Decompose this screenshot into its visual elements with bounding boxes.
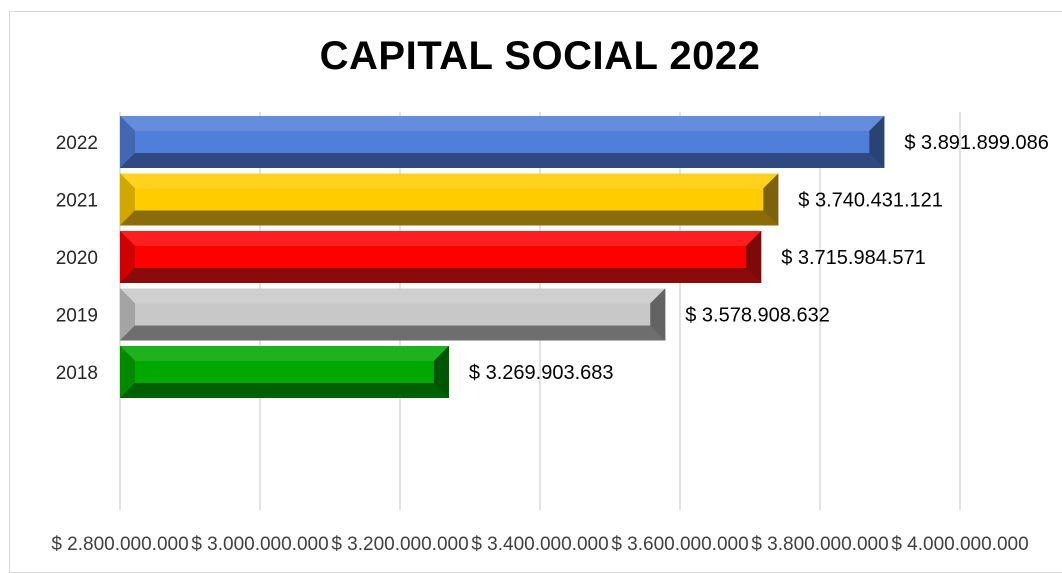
bar-bevel-top (120, 231, 762, 246)
bar-bevel-left (120, 288, 135, 341)
y-category-label: 2021 (56, 191, 98, 212)
x-tick-label: $ 4.000.000.000 (891, 534, 1028, 555)
bar-bevel-bottom (120, 325, 666, 341)
bar-bevel-right (763, 173, 779, 226)
bar-value-label: $ 3.578.908.632 (685, 305, 830, 327)
x-tick-label: $ 3.600.000.000 (611, 534, 748, 555)
x-tick-label: $ 3.400.000.000 (471, 534, 608, 555)
bar-face (135, 246, 747, 268)
bar-bevel-right (650, 288, 666, 341)
x-tick-label: $ 3.000.000.000 (191, 534, 328, 555)
bar-bevel-right (746, 231, 762, 283)
y-category-label: 2020 (56, 248, 98, 269)
bar-bevel-top (120, 346, 449, 361)
bar-face (135, 131, 870, 153)
bar-bevel-top (120, 173, 779, 189)
bar-bevel-left (120, 116, 135, 168)
x-tick-label: $ 2.800.000.000 (51, 534, 188, 555)
y-category-label: 2018 (56, 363, 98, 384)
bar-bevel-left (120, 346, 135, 398)
bar-value-label: $ 3.715.984.571 (781, 247, 926, 269)
bar-value-label: $ 3.269.903.683 (469, 362, 614, 384)
bar-bevel-right (869, 116, 885, 168)
x-tick-label: $ 3.800.000.000 (751, 534, 888, 555)
x-tick-label: $ 3.200.000.000 (331, 534, 468, 555)
bar-face (135, 303, 651, 326)
bar-face (135, 361, 434, 383)
bar-value-label: $ 3.740.431.121 (798, 190, 943, 212)
bar-bevel-left (120, 231, 135, 283)
bar-value-label: $ 3.891.899.086 (904, 132, 1049, 154)
bar-bevel-bottom (120, 383, 449, 398)
bar-face (135, 188, 764, 211)
bar-bevel-bottom (120, 268, 762, 283)
bar-bevel-bottom (120, 153, 885, 168)
y-category-label: 2019 (56, 306, 98, 327)
bar-bevel-right (433, 346, 449, 398)
y-category-label: 2022 (56, 133, 98, 154)
bar-bevel-left (120, 173, 135, 226)
bar-bevel-bottom (120, 210, 779, 226)
bar-bevel-top (120, 288, 666, 304)
bar-bevel-top (120, 116, 885, 131)
chart-title: CAPITAL SOCIAL 2022 (319, 34, 761, 78)
